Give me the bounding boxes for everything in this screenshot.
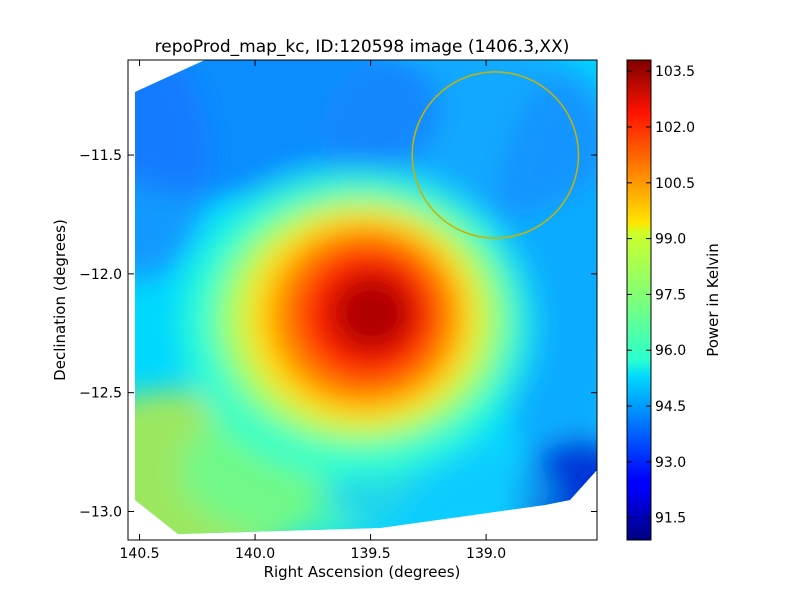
y-tick-label: −12.0 [79,267,122,283]
plot-frame [127,59,598,541]
colorbar-axis: 91.5 93.0 94.5 96.0 97.5 99.0 100.5 102.0 103.5 [627,64,695,527]
colorbar-tick-label: 91.5 [655,511,686,527]
x-axis: 140.5 140.0 139.5 139.0 [120,60,506,562]
colorbar-tick-label: 97.5 [655,287,686,303]
x-tick-label: 139.5 [351,546,391,562]
y-tick-label: −11.5 [79,148,122,164]
x-tick-label: 139.0 [466,546,506,562]
y-tick-label: −13.0 [79,504,122,520]
x-axis-label: Right Ascension (degrees) [264,563,461,581]
x-tick-label: 140.5 [120,546,160,562]
colorbar-tick-label: 99.0 [655,232,686,248]
colorbar-tick-label: 100.5 [655,176,695,192]
y-axis-label: Declination (degrees) [51,219,69,381]
beam-circle [411,71,580,239]
colorbar-tick-label: 94.5 [655,399,686,415]
x-tick-label: 140.0 [235,546,275,562]
y-tick-label: −12.5 [79,386,122,402]
colorbar-tick-label: 102.0 [655,120,695,136]
chart-title: repoProd_map_kc, ID:120598 image (1406.3… [155,37,570,57]
y-axis: −11.5 −12.0 −12.5 −13.0 [79,148,597,520]
colorbar-tick-label: 93.0 [655,455,686,471]
colorbar [626,59,652,541]
colorbar-tick-label: 103.5 [655,64,695,80]
colorbar-tick-label: 96.0 [655,343,686,359]
heatmap-area [135,60,597,534]
colorbar-label: Power in Kelvin [704,243,722,357]
